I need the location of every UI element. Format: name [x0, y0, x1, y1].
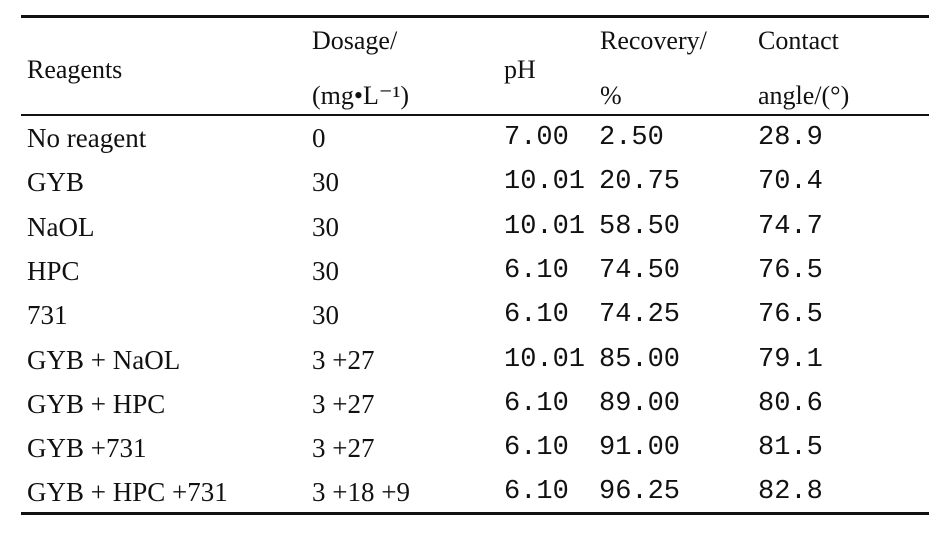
cell-reagent: NaOL: [27, 212, 95, 242]
cell-recovery: 74.50: [599, 256, 681, 286]
cell-ph: 10.01: [504, 345, 586, 375]
cell-recovery: 58.50: [599, 212, 681, 242]
cell-ph: 6.10: [504, 256, 569, 286]
cell-reagent: GYB + HPC +731: [27, 477, 228, 507]
cell-contact-angle: 28.9: [758, 123, 823, 153]
header-dosage-line2: (mg•L⁻¹): [312, 81, 410, 110]
cell-reagent: No reagent: [27, 123, 147, 153]
cell-reagent: GYB +731: [27, 433, 147, 463]
cell-ph: 6.10: [504, 300, 569, 330]
table-top-rule: [21, 15, 929, 18]
cell-dosage: 3 +27: [312, 433, 375, 463]
table-bottom-rule: [21, 512, 929, 515]
cell-ph: 6.10: [504, 477, 569, 507]
cell-dosage: 0: [312, 123, 326, 153]
cell-ph: 7.00: [504, 123, 569, 153]
cell-dosage: 3 +27: [312, 389, 375, 419]
cell-recovery: 89.00: [599, 389, 681, 419]
header-recovery-line2: %: [600, 81, 622, 110]
cell-contact-angle: 76.5: [758, 300, 823, 330]
cell-recovery: 20.75: [599, 167, 681, 197]
header-reagents: Reagents: [27, 55, 123, 84]
header-dosage-line1: Dosage/: [312, 26, 398, 55]
cell-reagent: HPC: [27, 256, 80, 286]
header-recovery-line1: Recovery/: [600, 26, 707, 55]
cell-dosage: 3 +18 +9: [312, 477, 410, 507]
cell-recovery: 2.50: [599, 123, 664, 153]
cell-dosage: 30: [312, 300, 339, 330]
cell-reagent: GYB: [27, 167, 85, 197]
cell-dosage: 30: [312, 212, 339, 242]
cell-contact-angle: 80.6: [758, 389, 823, 419]
cell-dosage: 30: [312, 167, 339, 197]
cell-ph: 6.10: [504, 389, 569, 419]
cell-contact-angle: 70.4: [758, 167, 823, 197]
cell-contact-angle: 74.7: [758, 212, 823, 242]
cell-recovery: 91.00: [599, 433, 681, 463]
cell-ph: 10.01: [504, 167, 586, 197]
cell-contact-angle: 79.1: [758, 345, 823, 375]
cell-reagent: GYB + NaOL: [27, 345, 181, 375]
cell-dosage: 30: [312, 256, 339, 286]
cell-recovery: 74.25: [599, 300, 681, 330]
cell-recovery: 96.25: [599, 477, 681, 507]
header-contact-line2: angle/(°): [758, 81, 850, 110]
cell-contact-angle: 81.5: [758, 433, 823, 463]
cell-contact-angle: 76.5: [758, 256, 823, 286]
table-header-rule: [21, 114, 929, 116]
cell-ph: 10.01: [504, 212, 586, 242]
header-ph: pH: [504, 55, 536, 84]
cell-reagent: 731: [27, 300, 68, 330]
cell-ph: 6.10: [504, 433, 569, 463]
cell-dosage: 3 +27: [312, 345, 375, 375]
cell-contact-angle: 82.8: [758, 477, 823, 507]
cell-recovery: 85.00: [599, 345, 681, 375]
cell-reagent: GYB + HPC: [27, 389, 166, 419]
header-contact-line1: Contact: [758, 26, 839, 55]
